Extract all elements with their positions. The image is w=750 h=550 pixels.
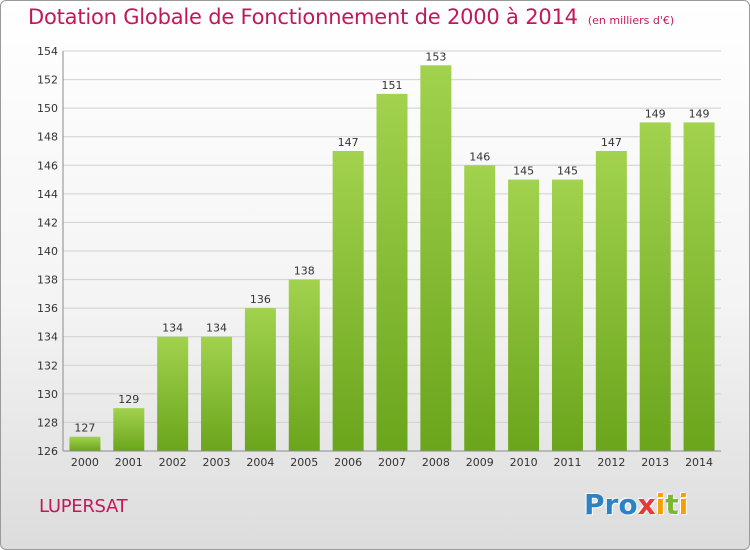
- y-tick-label: 132: [37, 359, 58, 372]
- y-tick-label: 150: [37, 102, 58, 115]
- bar-2005: [288, 279, 320, 451]
- bar-2008: [420, 65, 452, 452]
- bar-2001: [113, 408, 145, 451]
- value-label: 149: [689, 107, 710, 120]
- axes: [62, 51, 721, 452]
- commune-name: LUPERSAT: [39, 496, 128, 517]
- bar-2002: [157, 336, 189, 451]
- logo-letter: x: [637, 488, 656, 521]
- value-label: 127: [74, 422, 95, 435]
- y-tick-label: 128: [37, 416, 58, 429]
- x-tick-label: 2000: [71, 456, 99, 469]
- logo-letter: i: [655, 488, 666, 521]
- chart-title: Dotation Globale de Fonctionnement de 20…: [28, 5, 578, 29]
- value-label: 145: [557, 165, 578, 178]
- value-label: 134: [206, 322, 227, 335]
- y-tick-label: 126: [37, 445, 58, 458]
- y-tick-label: 154: [37, 45, 58, 58]
- title-row: Dotation Globale de Fonctionnement de 20…: [28, 5, 674, 29]
- y-tick-label: 140: [37, 245, 58, 258]
- x-tick-label: 2001: [115, 456, 143, 469]
- value-label: 145: [513, 165, 534, 178]
- bars: [69, 65, 715, 452]
- x-tick-label: 2011: [553, 456, 581, 469]
- bar-2007: [376, 93, 408, 451]
- bar-2000: [69, 436, 101, 451]
- x-tick-label: 2014: [685, 456, 713, 469]
- value-label: 138: [294, 265, 315, 278]
- bar-2004: [244, 308, 276, 451]
- logo-letter: t: [665, 488, 679, 521]
- logo-letter: i: [678, 488, 689, 521]
- value-label: 146: [469, 150, 490, 163]
- proxiti-logo: Proxiti: [584, 488, 688, 521]
- labels: 126 128 130 132 134 136 138 140 142 144 146 148 150 1…: [37, 45, 713, 469]
- bar-2014: [683, 122, 715, 451]
- x-tick-label: 2010: [510, 456, 538, 469]
- y-tick-label: 130: [37, 388, 58, 401]
- chart-unit: (en milliers d'€): [587, 14, 675, 27]
- x-tick-label: 2008: [422, 456, 450, 469]
- y-tick-label: 138: [37, 274, 58, 287]
- y-tick-label: 134: [37, 331, 58, 344]
- x-tick-label: 2004: [246, 456, 274, 469]
- value-label: 151: [382, 79, 403, 92]
- logo-letter: r: [604, 488, 619, 521]
- logo-letter: o: [618, 488, 638, 521]
- value-label: 149: [645, 107, 666, 120]
- bar-2006: [332, 151, 364, 451]
- bar-2012: [595, 151, 627, 451]
- y-tick-label: 148: [37, 131, 58, 144]
- value-label: 129: [118, 393, 139, 406]
- logo-letter: P: [584, 488, 605, 521]
- x-tick-label: 2009: [466, 456, 494, 469]
- y-tick-label: 136: [37, 302, 58, 315]
- x-tick-label: 2005: [290, 456, 318, 469]
- value-label: 134: [162, 322, 183, 335]
- value-label: 136: [250, 293, 271, 306]
- bar-2009: [464, 165, 496, 452]
- value-label: 147: [601, 136, 622, 149]
- bar-2003: [201, 336, 233, 451]
- bar-2013: [639, 122, 671, 451]
- value-label: 147: [338, 136, 359, 149]
- bar-2011: [551, 179, 583, 452]
- y-tick-label: 146: [37, 159, 58, 172]
- x-tick-label: 2013: [641, 456, 669, 469]
- y-tick-label: 152: [37, 74, 58, 87]
- value-label: 153: [425, 50, 446, 63]
- bar-2010: [508, 179, 540, 452]
- y-tick-label: 142: [37, 216, 58, 229]
- x-tick-label: 2003: [203, 456, 231, 469]
- x-tick-label: 2006: [334, 456, 362, 469]
- x-tick-label: 2007: [378, 456, 406, 469]
- x-tick-label: 2012: [597, 456, 625, 469]
- x-tick-label: 2002: [159, 456, 187, 469]
- y-tick-label: 144: [37, 188, 58, 201]
